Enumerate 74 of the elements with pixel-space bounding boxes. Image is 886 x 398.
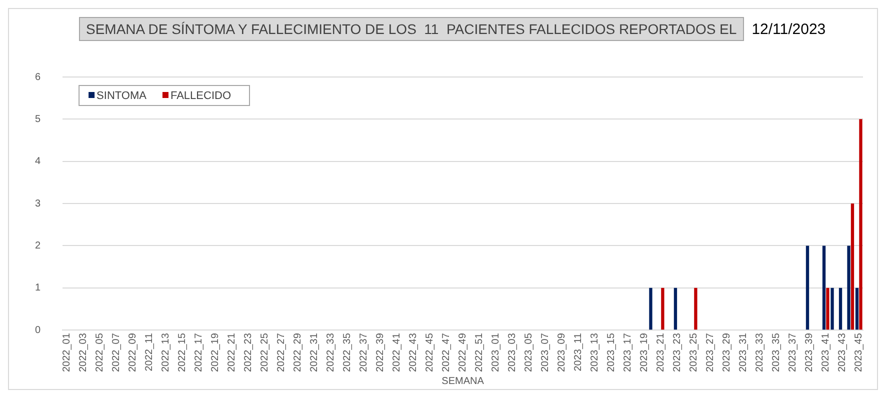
y-tick-label: 3	[35, 198, 41, 210]
x-tick-label: 2022_37	[358, 332, 370, 372]
x-tick-label: 2022_43	[408, 332, 420, 372]
x-tick-label: 2022_11	[144, 332, 155, 372]
x-tick-label: 2023_09	[556, 332, 568, 372]
bar	[822, 246, 826, 330]
bar	[838, 288, 842, 330]
x-tick-label: 2023_35	[771, 332, 782, 372]
x-tick-label: 2023_37	[788, 332, 799, 372]
bar	[859, 119, 862, 330]
y-tick-label: 0	[35, 324, 41, 336]
x-tick-label: 2022_47	[441, 332, 452, 372]
bar	[694, 288, 698, 330]
x-tick-label: 2023_27	[705, 332, 716, 372]
x-tick-label: 2023_33	[754, 332, 766, 372]
y-tick-label: 5	[35, 114, 41, 125]
x-tick-label: 2023_43	[837, 332, 848, 372]
bar	[850, 204, 854, 330]
chart-title: SEMANA DE SÍNTOMA Y FALLECIMIENTO DE LOS 11 PACIENTES FALLECIDOS REPORTADOS EL	[79, 17, 744, 41]
x-tick-label: 2023_29	[722, 332, 733, 372]
x-tick-label: 2023_41	[820, 332, 832, 372]
x-tick-label: 2022_27	[276, 332, 287, 372]
x-tick-label: 2023_31	[738, 332, 750, 372]
x-tick-label: 2022_23	[242, 332, 254, 372]
y-tick-label: 2	[35, 240, 41, 252]
x-tick-label: 2023_07	[540, 332, 552, 372]
x-tick-label: 2023_25	[688, 332, 700, 372]
x-tick-label: 2023_11	[573, 332, 584, 372]
x-tick-label: 2022_09	[127, 332, 138, 372]
bar	[806, 246, 810, 330]
x-tick-label: 2022_17	[193, 332, 204, 372]
x-tick-label: 2022_21	[226, 332, 238, 372]
bar	[674, 288, 678, 330]
x-tick-label: 2022_33	[326, 332, 336, 372]
bar	[649, 288, 652, 330]
bar	[661, 288, 664, 330]
bar	[830, 288, 834, 330]
y-tick-label: 4	[35, 156, 41, 168]
x-tick-label: 2023_19	[639, 332, 650, 372]
x-tick-label: 2022_13	[160, 332, 172, 372]
x-tick-label: 2022_07	[110, 332, 122, 372]
x-tick-label: 2022_51	[474, 332, 486, 372]
x-tick-label: 2022_05	[94, 332, 106, 372]
x-tick-label: 2023_05	[524, 332, 535, 372]
x-tick-label: 2023_45	[854, 332, 865, 372]
x-tick-label: 2023_23	[672, 332, 684, 372]
bar	[847, 246, 850, 330]
x-tick-label: 2022_35	[342, 332, 354, 372]
x-tick-label: 2022_29	[292, 332, 304, 372]
x-tick-label: 2023_03	[507, 332, 518, 372]
x-tick-label: 2022_45	[424, 332, 436, 372]
x-tick-label: 2023_39	[804, 332, 816, 372]
x-tick-label: 2023_17	[622, 332, 634, 372]
x-tick-label: 2022_25	[259, 332, 270, 372]
x-tick-label: 2022_41	[392, 332, 403, 372]
x-tick-label: 2022_01	[61, 332, 72, 372]
bar	[826, 288, 830, 330]
x-tick-label: 2022_39	[375, 332, 386, 372]
legend-label: SINTOMA	[96, 90, 148, 102]
x-tick-label: 2022_49	[458, 332, 469, 372]
x-tick-label: 2022_03	[78, 332, 89, 372]
x-tick-label: 2023_15	[606, 332, 618, 372]
bar	[855, 288, 859, 330]
chart-subtitle: 12/11/2023	[752, 20, 826, 38]
x-tick-label: 2022_19	[210, 332, 221, 372]
x-tick-label: 2023_21	[656, 332, 667, 372]
x-tick-label: 2023_01	[490, 332, 502, 372]
x-tick-label: 2023_13	[590, 332, 601, 372]
legend-label: FALLECIDO	[170, 90, 232, 102]
y-tick-label: 6	[35, 72, 41, 83]
y-tick-label: 1	[35, 282, 41, 294]
x-axis-title: SEMANA	[442, 376, 484, 387]
x-tick-label: 2022_15	[176, 332, 188, 372]
x-tick-label: 2022_31	[308, 332, 320, 372]
